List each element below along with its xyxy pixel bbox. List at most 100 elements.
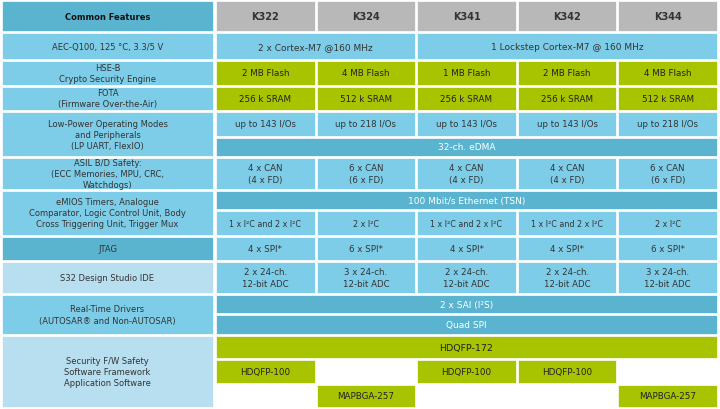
- FancyBboxPatch shape: [518, 88, 616, 111]
- FancyBboxPatch shape: [618, 88, 717, 111]
- Text: K344: K344: [654, 12, 682, 22]
- Text: eMIOS Timers, Analogue
Comparator, Logic Control Unit, Body
Cross Triggering Uni: eMIOS Timers, Analogue Comparator, Logic…: [29, 198, 186, 229]
- FancyBboxPatch shape: [417, 2, 516, 32]
- Text: HDQFP-100: HDQFP-100: [240, 367, 290, 376]
- FancyBboxPatch shape: [216, 316, 717, 335]
- Text: 256 k SRAM: 256 k SRAM: [239, 94, 292, 103]
- Text: 4 x SPI*: 4 x SPI*: [449, 245, 484, 254]
- FancyBboxPatch shape: [518, 237, 616, 261]
- Text: 2 x 24-ch.
12-bit ADC: 2 x 24-ch. 12-bit ADC: [544, 268, 590, 288]
- Text: Common Features: Common Features: [65, 13, 150, 22]
- Text: 2 MB Flash: 2 MB Flash: [544, 69, 591, 78]
- Text: Real-Time Drivers
(AUTOSAR® and Non-AUTOSAR): Real-Time Drivers (AUTOSAR® and Non-AUTO…: [39, 305, 176, 325]
- FancyBboxPatch shape: [618, 237, 717, 261]
- Text: 2 x 24-ch.
12-bit ADC: 2 x 24-ch. 12-bit ADC: [444, 268, 490, 288]
- Text: 6 x CAN
(6 x FD): 6 x CAN (6 x FD): [650, 164, 685, 184]
- FancyBboxPatch shape: [618, 385, 717, 407]
- FancyBboxPatch shape: [2, 34, 213, 60]
- FancyBboxPatch shape: [216, 295, 717, 314]
- Text: up to 143 I/Os: up to 143 I/Os: [436, 120, 497, 129]
- Text: 6 x SPI*: 6 x SPI*: [349, 245, 383, 254]
- FancyBboxPatch shape: [216, 361, 315, 383]
- FancyBboxPatch shape: [618, 263, 717, 293]
- Text: 1 x I²C and 2 x I²C: 1 x I²C and 2 x I²C: [229, 219, 301, 228]
- Text: 4 x SPI*: 4 x SPI*: [550, 245, 584, 254]
- Text: 512 k SRAM: 512 k SRAM: [340, 94, 392, 103]
- FancyBboxPatch shape: [518, 2, 616, 32]
- Text: 6 x SPI*: 6 x SPI*: [651, 245, 685, 254]
- Text: JTAG: JTAG: [98, 245, 117, 254]
- FancyBboxPatch shape: [518, 361, 616, 383]
- Text: 100 Mbit/s Ethernet (TSN): 100 Mbit/s Ethernet (TSN): [408, 196, 525, 205]
- FancyBboxPatch shape: [216, 88, 315, 111]
- FancyBboxPatch shape: [317, 263, 415, 293]
- FancyBboxPatch shape: [216, 237, 315, 261]
- Text: HDQFP-100: HDQFP-100: [542, 367, 592, 376]
- FancyBboxPatch shape: [317, 237, 415, 261]
- Text: 4 x CAN
(4 x FD): 4 x CAN (4 x FD): [550, 164, 585, 184]
- FancyBboxPatch shape: [417, 62, 516, 85]
- Text: 3 x 24-ch.
12-bit ADC: 3 x 24-ch. 12-bit ADC: [343, 268, 390, 288]
- FancyBboxPatch shape: [417, 361, 516, 383]
- Text: 3 x 24-ch.
12-bit ADC: 3 x 24-ch. 12-bit ADC: [644, 268, 691, 288]
- FancyBboxPatch shape: [2, 337, 213, 407]
- FancyBboxPatch shape: [317, 212, 415, 235]
- FancyBboxPatch shape: [618, 113, 717, 136]
- FancyBboxPatch shape: [2, 113, 213, 157]
- FancyBboxPatch shape: [2, 2, 213, 32]
- Text: up to 218 I/Os: up to 218 I/Os: [336, 120, 397, 129]
- Text: K324: K324: [352, 12, 379, 22]
- Text: Security F/W Safety
Software Framework
Application Software: Security F/W Safety Software Framework A…: [64, 356, 151, 387]
- FancyBboxPatch shape: [2, 237, 213, 261]
- Text: 2 x Cortex-M7 @160 MHz: 2 x Cortex-M7 @160 MHz: [258, 43, 373, 52]
- FancyBboxPatch shape: [317, 2, 415, 32]
- FancyBboxPatch shape: [417, 34, 717, 60]
- Text: K322: K322: [251, 12, 279, 22]
- FancyBboxPatch shape: [618, 212, 717, 235]
- Text: K342: K342: [553, 12, 581, 22]
- FancyBboxPatch shape: [2, 62, 213, 85]
- Text: 1 x I²C and 2 x I²C: 1 x I²C and 2 x I²C: [431, 219, 503, 228]
- Text: S32 Design Studio IDE: S32 Design Studio IDE: [60, 273, 155, 282]
- Text: 2 x SAI (I²S): 2 x SAI (I²S): [440, 300, 493, 309]
- FancyBboxPatch shape: [518, 62, 616, 85]
- Text: 512 k SRAM: 512 k SRAM: [642, 94, 693, 103]
- Text: up to 218 I/Os: up to 218 I/Os: [637, 120, 698, 129]
- FancyBboxPatch shape: [216, 34, 415, 60]
- FancyBboxPatch shape: [2, 88, 213, 111]
- Text: up to 143 I/Os: up to 143 I/Os: [536, 120, 598, 129]
- Text: 1 Lockstep Cortex-M7 @ 160 MHz: 1 Lockstep Cortex-M7 @ 160 MHz: [491, 43, 644, 52]
- FancyBboxPatch shape: [618, 62, 717, 85]
- FancyBboxPatch shape: [2, 191, 213, 235]
- Text: 256 k SRAM: 256 k SRAM: [441, 94, 492, 103]
- FancyBboxPatch shape: [417, 88, 516, 111]
- Text: MAPBGA-257: MAPBGA-257: [338, 391, 395, 400]
- FancyBboxPatch shape: [216, 138, 717, 157]
- FancyBboxPatch shape: [518, 159, 616, 189]
- FancyBboxPatch shape: [216, 113, 315, 136]
- FancyBboxPatch shape: [618, 2, 717, 32]
- Text: 4 MB Flash: 4 MB Flash: [644, 69, 691, 78]
- FancyBboxPatch shape: [2, 159, 213, 189]
- FancyBboxPatch shape: [216, 212, 315, 235]
- Text: 1 MB Flash: 1 MB Flash: [443, 69, 490, 78]
- FancyBboxPatch shape: [216, 191, 717, 210]
- FancyBboxPatch shape: [518, 263, 616, 293]
- Text: MAPBGA-257: MAPBGA-257: [639, 391, 696, 400]
- Text: FOTA
(Firmware Over-the-Air): FOTA (Firmware Over-the-Air): [58, 89, 157, 109]
- FancyBboxPatch shape: [518, 212, 616, 235]
- Text: AEC-Q100, 125 °C, 3.3/5 V: AEC-Q100, 125 °C, 3.3/5 V: [52, 43, 163, 52]
- FancyBboxPatch shape: [417, 113, 516, 136]
- FancyBboxPatch shape: [317, 113, 415, 136]
- Text: 4 x CAN
(4 x FD): 4 x CAN (4 x FD): [248, 164, 282, 184]
- Text: Quad SPI: Quad SPI: [446, 321, 487, 330]
- FancyBboxPatch shape: [216, 62, 315, 85]
- Text: 2 x 24-ch.
12-bit ADC: 2 x 24-ch. 12-bit ADC: [242, 268, 289, 288]
- FancyBboxPatch shape: [216, 337, 717, 359]
- FancyBboxPatch shape: [518, 113, 616, 136]
- Text: 4 MB Flash: 4 MB Flash: [342, 69, 390, 78]
- FancyBboxPatch shape: [2, 263, 213, 293]
- Text: 2 x I²C: 2 x I²C: [353, 219, 379, 228]
- FancyBboxPatch shape: [216, 263, 315, 293]
- Text: K341: K341: [453, 12, 480, 22]
